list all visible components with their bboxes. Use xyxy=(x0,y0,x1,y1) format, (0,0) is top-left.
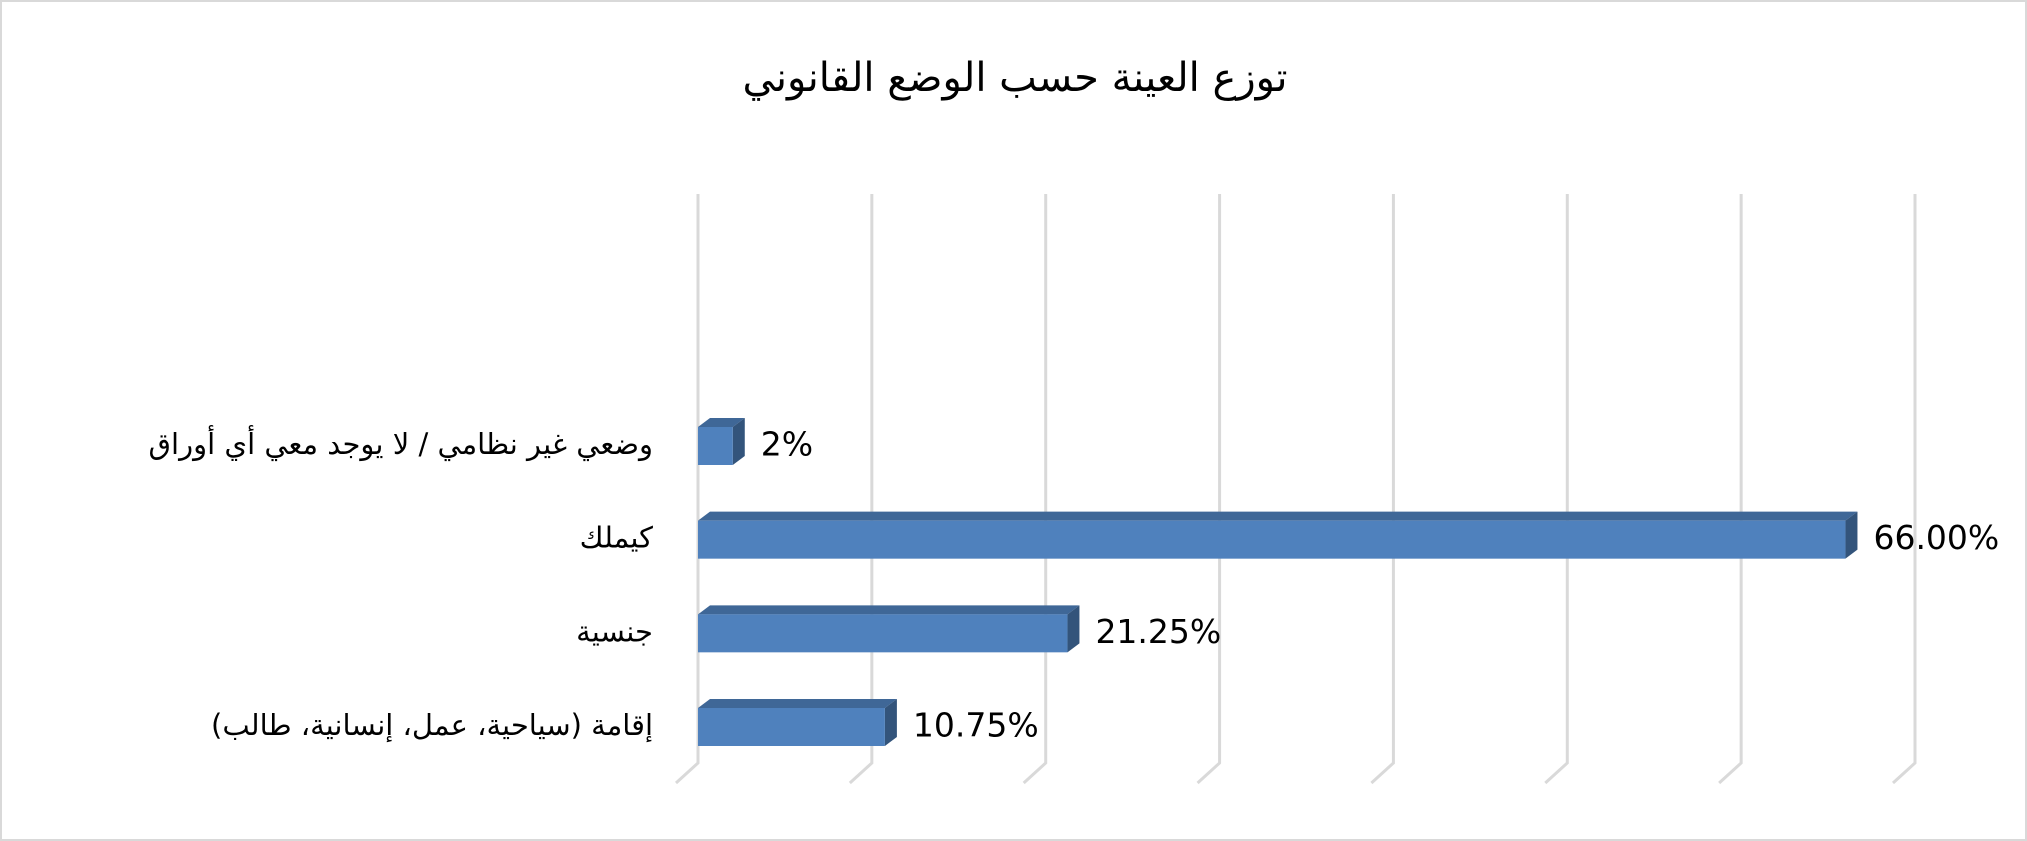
bar-top xyxy=(698,605,1080,615)
category-label: إقامة (سياحية، عمل، إنسانية، طالب) xyxy=(211,708,653,743)
bar-side xyxy=(884,699,897,746)
grid-line xyxy=(1718,194,1743,785)
bar xyxy=(698,614,1068,653)
bar-top xyxy=(698,418,745,427)
category-label: جنسية xyxy=(576,614,653,648)
grid-line xyxy=(1196,194,1222,785)
chart-title: توزع العينة حسب الوضع القانوني xyxy=(743,55,1288,101)
bar-side xyxy=(732,418,745,465)
value-label: 10.75% xyxy=(913,706,1039,745)
bar xyxy=(698,427,733,465)
category-label: كيملك xyxy=(580,521,654,555)
grid-line xyxy=(1544,194,1569,785)
value-label: 66.00% xyxy=(1873,518,1999,557)
value-label: 2% xyxy=(761,425,813,464)
bar-top xyxy=(698,699,897,708)
bar-side xyxy=(1845,511,1858,559)
grid-line xyxy=(848,194,874,785)
grid-line xyxy=(1891,194,1917,785)
grid-line xyxy=(1022,194,1048,785)
bar xyxy=(698,520,1846,559)
grid-line xyxy=(674,194,700,785)
bar-side xyxy=(1067,605,1080,653)
grid-line xyxy=(1370,194,1395,785)
category-label: وضعي غير نظامي / لا يوجد معي أي أوراق xyxy=(149,424,653,462)
value-label: 21.25% xyxy=(1095,612,1221,651)
bar-top xyxy=(698,511,1858,521)
bar xyxy=(698,708,885,746)
